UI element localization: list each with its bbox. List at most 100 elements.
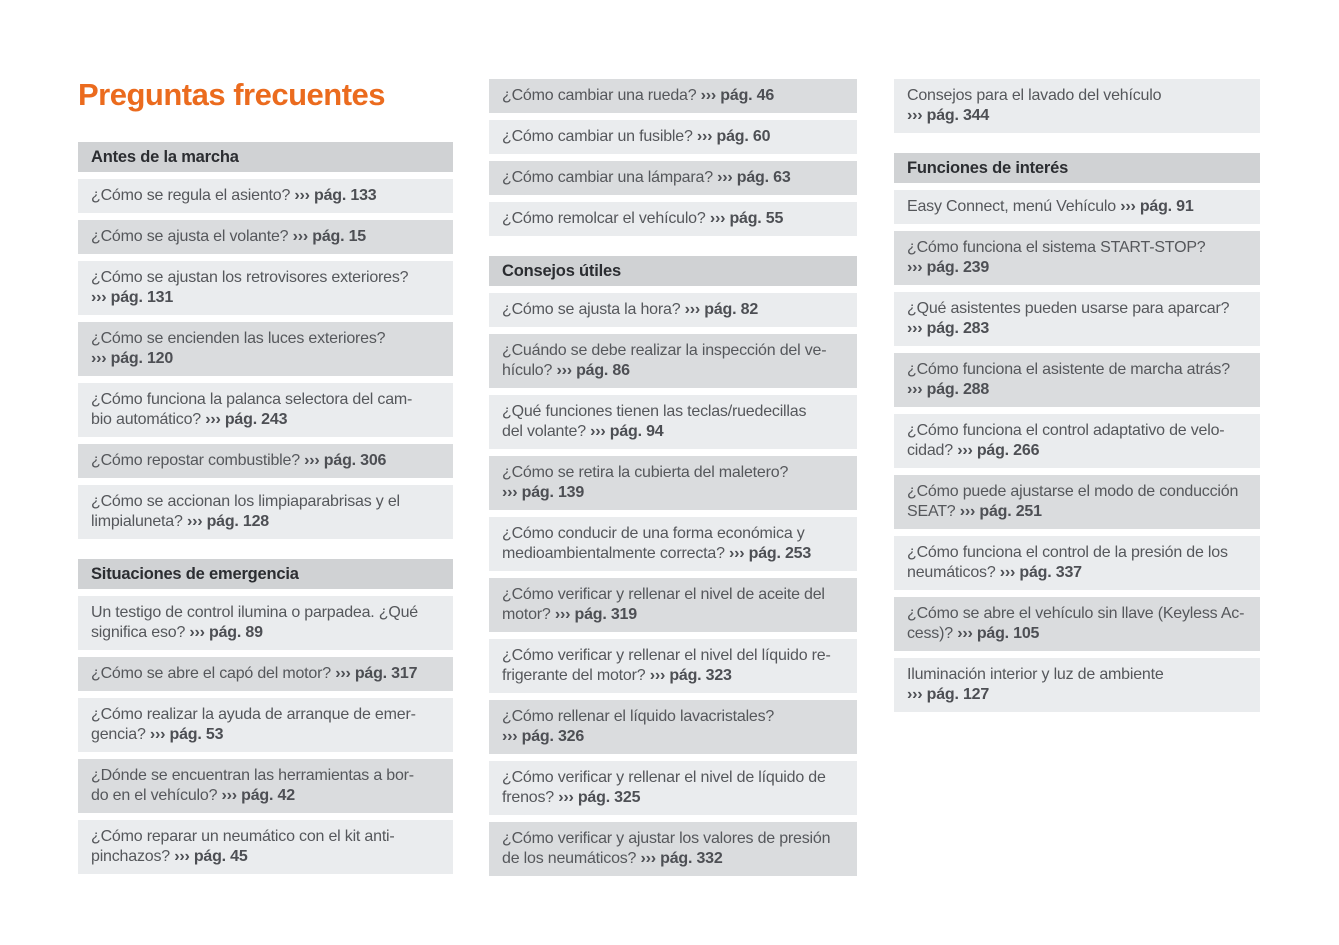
page-reference-link[interactable]: ››› pág. 45 (174, 848, 248, 865)
page-reference-link[interactable]: ››› pág. 243 (205, 411, 288, 428)
page-reference-link[interactable]: ››› pág. 323 (649, 667, 732, 684)
page-reference-link[interactable]: ››› pág. 251 (959, 503, 1042, 520)
faq-item[interactable]: ¿Qué asistentes pueden usarse para aparc… (894, 292, 1260, 346)
faq-item[interactable]: ¿Cómo cambiar una lámpara? ››› pág. 63 (489, 161, 857, 195)
faq-question: ¿Cómo se retira la cubierta del maletero… (502, 464, 789, 481)
faq-item[interactable]: ¿Cómo remolcar el vehículo? ››› pág. 55 (489, 202, 857, 236)
section-header: Situaciones de emergencia (78, 559, 453, 589)
page-reference-link[interactable]: ››› pág. 266 (957, 442, 1040, 459)
page-reference-link[interactable]: ››› pág. 60 (696, 128, 771, 145)
page-reference-link[interactable]: ››› pág. 133 (294, 187, 377, 204)
faq-question: ¿Cómo se encienden las luces exteriores? (91, 330, 386, 347)
page-reference-link[interactable]: ››› pág. 306 (304, 452, 387, 469)
faq-item[interactable]: ¿Cómo funciona el control adaptativo de … (894, 414, 1260, 468)
page-reference-link[interactable]: ››› pág. 344 (907, 107, 990, 124)
page-reference-link[interactable]: ››› pág. 139 (502, 484, 585, 501)
faq-item[interactable]: ¿Cómo funciona el control de la presión … (894, 536, 1260, 590)
faq-item[interactable]: ¿Cómo verificar y rellenar el nivel de l… (489, 761, 857, 815)
page-reference-link[interactable]: ››› pág. 94 (590, 423, 664, 440)
faq-item[interactable]: ¿Cómo verificar y rellenar el nivel del … (489, 639, 857, 693)
faq-item[interactable]: ¿Cómo verificar y ajustar los valores de… (489, 822, 857, 876)
faq-question: ¿Cómo se accionan los limpiaparabrisas y… (91, 493, 400, 530)
page-reference-link[interactable]: ››› pág. 55 (709, 210, 784, 227)
faq-column-1: Antes de la marcha ¿Cómo se regula el asi… (78, 142, 453, 881)
faq-question: ¿Cómo se ajustan los retrovisores exteri… (91, 269, 409, 286)
faq-item[interactable]: Iluminación interior y luz de ambiente ››… (894, 658, 1260, 712)
faq-item[interactable]: ¿Qué funciones tienen las teclas/ruedeci… (489, 395, 857, 449)
faq-question: ¿Cómo se ajusta la hora? (502, 301, 681, 318)
page-reference-link[interactable]: ››› pág. 239 (907, 259, 990, 276)
faq-item[interactable]: ¿Cómo se ajusta la hora? ››› pág. 82 (489, 293, 857, 327)
page-reference-link[interactable]: ››› pág. 326 (502, 728, 585, 745)
faq-question: ¿Qué asistentes pueden usarse para aparc… (907, 300, 1230, 317)
page-reference-link[interactable]: ››› pág. 319 (554, 606, 637, 623)
faq-item[interactable]: ¿Cómo cambiar un fusible? ››› pág. 60 (489, 120, 857, 154)
page-reference-link[interactable]: ››› pág. 120 (91, 350, 174, 367)
page-reference-link[interactable]: ››› pág. 317 (335, 665, 418, 682)
faq-question: ¿Cómo se regula el asiento? (91, 187, 291, 204)
faq-item[interactable]: ¿Cómo realizar la ayuda de arranque de e… (78, 698, 453, 752)
faq-item[interactable]: ¿Cómo se abre el vehículo sin llave (Key… (894, 597, 1260, 651)
page-reference-link[interactable]: ››› pág. 86 (556, 362, 630, 379)
faq-question: ¿Cómo verificar y ajustar los valores de… (502, 830, 831, 867)
faq-item[interactable]: ¿Cómo cambiar una rueda? ››› pág. 46 (489, 79, 857, 113)
page-reference-link[interactable]: ››› pág. 89 (189, 624, 263, 641)
page-reference-link[interactable]: ››› pág. 283 (907, 320, 990, 337)
page-reference-link[interactable]: ››› pág. 105 (957, 625, 1040, 642)
faq-question: ¿Cómo se abre el capó del motor? (91, 665, 331, 682)
faq-question: ¿Qué funciones tienen las teclas/ruedeci… (502, 403, 807, 440)
faq-question: ¿Cómo cambiar un fusible? (502, 128, 693, 145)
faq-item[interactable]: ¿Cómo se abre el capó del motor? ››› pág… (78, 657, 453, 691)
page-reference-link[interactable]: ››› pág. 131 (91, 289, 174, 306)
faq-item[interactable]: ¿Cómo funciona la palanca selectora del … (78, 383, 453, 437)
page-reference-link[interactable]: ››› pág. 128 (186, 513, 269, 530)
faq-item[interactable]: Consejos para el lavado del vehículo ››› … (894, 79, 1260, 133)
page-reference-link[interactable]: ››› pág. 325 (558, 789, 641, 806)
faq-question: ¿Cómo reparar un neumático con el kit an… (91, 828, 395, 865)
page-reference-link[interactable]: ››› pág. 46 (700, 87, 775, 104)
faq-item[interactable]: ¿Cuándo se debe realizar la inspección d… (489, 334, 857, 388)
page-reference-link[interactable]: ››› pág. 82 (684, 301, 759, 318)
faq-question: ¿Cómo remolcar el vehículo? (502, 210, 706, 227)
page-reference-link[interactable]: ››› pág. 53 (149, 726, 224, 743)
faq-item[interactable]: ¿Cómo se ajustan los retrovisores exteri… (78, 261, 453, 315)
faq-item[interactable]: ¿Cómo reparar un neumático con el kit an… (78, 820, 453, 874)
faq-item[interactable]: ¿Cómo puede ajustarse el modo de conducc… (894, 475, 1260, 529)
faq-question: ¿Cómo funciona el sistema START-STOP? (907, 239, 1206, 256)
faq-item[interactable]: ¿Cómo verificar y rellenar el nivel de a… (489, 578, 857, 632)
faq-question: ¿Cómo repostar combustible? (91, 452, 300, 469)
faq-item[interactable]: ¿Cómo se regula el asiento? ››› pág. 133 (78, 179, 453, 213)
faq-question: ¿Cómo verificar y rellenar el nivel de l… (502, 769, 826, 806)
faq-item[interactable]: ¿Cómo funciona el asistente de marcha at… (894, 353, 1260, 407)
page-reference-link[interactable]: ››› pág. 288 (907, 381, 990, 398)
page-reference-link[interactable]: ››› pág. 337 (999, 564, 1082, 581)
faq-item[interactable]: ¿Cómo se accionan los limpiaparabrisas y… (78, 485, 453, 539)
page-reference-link[interactable]: ››› pág. 332 (640, 850, 723, 867)
faq-question: ¿Cómo funciona el control de la presión … (907, 544, 1228, 581)
faq-item[interactable]: Easy Connect, menú Vehículo ››› pág. 91 (894, 190, 1260, 224)
faq-item[interactable]: ¿Cómo repostar combustible? ››› pág. 306 (78, 444, 453, 478)
page-reference-link[interactable]: ››› pág. 42 (221, 787, 296, 804)
faq-item[interactable]: ¿Cómo se encienden las luces exteriores?… (78, 322, 453, 376)
faq-question: ¿Cómo puede ajustarse el modo de conducc… (907, 483, 1239, 520)
faq-item[interactable]: ¿Dónde se encuentran las herramientas a … (78, 759, 453, 813)
faq-item[interactable]: Un testigo de control ilumina o parpadea… (78, 596, 453, 650)
faq-item[interactable]: ¿Cómo rellenar el líquido lavacristales?… (489, 700, 857, 754)
page-reference-link[interactable]: ››› pág. 63 (717, 169, 791, 186)
page-reference-link[interactable]: ››› pág. 253 (729, 545, 812, 562)
page-title: Preguntas frecuentes (78, 77, 386, 112)
faq-question: ¿Cómo cambiar una lámpara? (502, 169, 713, 186)
page-reference-link[interactable]: ››› pág. 91 (1120, 198, 1194, 215)
page-reference-link[interactable]: ››› pág. 127 (907, 686, 990, 703)
faq-question: Un testigo de control ilumina o parpadea… (91, 604, 418, 641)
page-reference-link[interactable]: ››› pág. 15 (292, 228, 367, 245)
faq-item[interactable]: ¿Cómo funciona el sistema START-STOP? ›››… (894, 231, 1260, 285)
faq-question: ¿Cómo funciona el asistente de marcha at… (907, 361, 1230, 378)
faq-item[interactable]: ¿Cómo se ajusta el volante? ››› pág. 15 (78, 220, 453, 254)
faq-column-2: ¿Cómo cambiar una rueda? ››› pág. 46 ¿Cóm… (489, 79, 857, 883)
faq-question: ¿Cómo verificar y rellenar el nivel del … (502, 647, 831, 684)
faq-question: ¿Cómo funciona el control adaptativo de … (907, 422, 1225, 459)
faq-item[interactable]: ¿Cómo se retira la cubierta del maletero… (489, 456, 857, 510)
